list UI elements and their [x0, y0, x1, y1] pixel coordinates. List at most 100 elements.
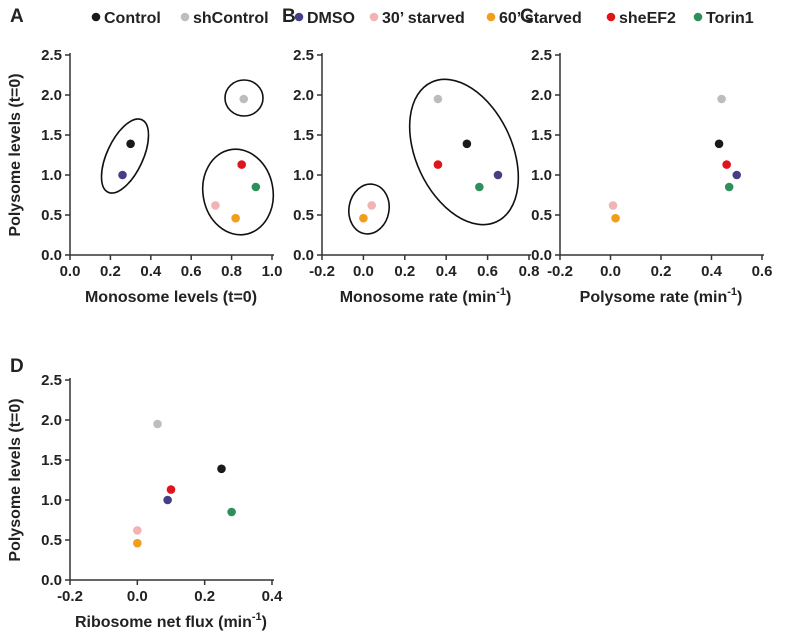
data-point-dmso — [118, 170, 127, 180]
x-tick-label: 0.4 — [140, 263, 162, 280]
x-tick-label: 0.0 — [600, 263, 621, 280]
panel-label: A — [10, 6, 24, 27]
data-point-control — [217, 464, 226, 474]
y-tick-label: 2.0 — [531, 87, 552, 104]
panel-label: D — [10, 356, 24, 377]
y-tick-label: 2.5 — [41, 47, 62, 64]
legend-label: sheEF2 — [619, 10, 676, 27]
x-tick-label: 0.6 — [752, 263, 773, 280]
panel-a: A 0.0 0.5 1.0 1.5 2.0 2.5 0.0 0.2 0.4 0.6 0.8 1.0 Mon… — [7, 6, 282, 306]
x-axis-title: Monosome rate (min-1) — [340, 286, 512, 306]
x-tick-label: 0.6 — [181, 263, 202, 280]
data-point-dmso — [732, 170, 742, 180]
cluster-ellipse — [348, 183, 390, 235]
legend-label: DMSO — [307, 10, 355, 27]
legend-item: 60’ starved — [486, 10, 582, 27]
data-point-shcontrol — [717, 94, 726, 104]
panel-c: C0.00.51.01.52.02.5-0.2 0.0 0.2 0.4 0.6Polys… — [520, 6, 772, 306]
data-point-shcontrol — [153, 419, 162, 429]
data-point-sheef2 — [722, 160, 731, 169]
data-point-sheef2 — [237, 160, 246, 169]
x-tick-label: 0.8 — [221, 263, 242, 280]
panel-b: B0.00.51.01.52.02.5-0.2 0.0 0.2 0.4 0.6 0.8Mo… — [282, 6, 540, 306]
legend-label: 60’ starved — [499, 10, 582, 27]
x-tick-label: 0.8 — [519, 263, 540, 280]
x-axis-title: Polysome rate (min-1) — [580, 286, 743, 306]
x-tick-label: 0.0 — [60, 263, 81, 280]
y-tick-label: 2.5 — [41, 372, 62, 389]
x-tick-label: 0.4 — [701, 263, 723, 280]
x-tick-label: 0.0 — [127, 588, 148, 605]
legend-marker — [180, 12, 190, 22]
x-tick-label: 0.0 — [353, 263, 374, 280]
data-point-60-starved — [133, 538, 142, 548]
data-point-60-starved — [359, 213, 368, 223]
legend-marker — [91, 12, 101, 22]
x-axis-title: Monosome levels (t=0) — [85, 289, 257, 306]
legend-marker — [693, 12, 703, 22]
legend-item: Torin1 — [693, 10, 754, 27]
data-point-60-starved — [231, 213, 240, 223]
x-tick-label: 0.6 — [477, 263, 498, 280]
x-tick-label: 0.2 — [194, 588, 215, 605]
legend-label: shControl — [193, 10, 269, 27]
data-point-60-starved — [611, 213, 620, 223]
data-point-shcontrol — [239, 94, 249, 104]
legend-marker — [294, 12, 304, 22]
x-tick-label: -0.2 — [57, 588, 83, 605]
legend-marker — [606, 12, 616, 22]
data-point-shcontrol — [433, 94, 443, 104]
legend-marker — [369, 12, 379, 22]
y-tick-label: 1.5 — [531, 127, 552, 144]
data-point-30-starved — [133, 526, 142, 535]
y-tick-label: 1.0 — [41, 492, 62, 509]
legend-item: Control — [91, 10, 161, 27]
x-axis-title: Ribosome net flux (min-1) — [75, 611, 267, 631]
data-point-control — [126, 139, 135, 149]
y-tick-label: 1.5 — [293, 127, 314, 144]
legend-item: DMSO — [294, 10, 355, 27]
cluster-ellipse — [224, 79, 264, 117]
x-tick-label: -0.2 — [309, 263, 335, 280]
y-tick-label: 1.0 — [41, 167, 62, 184]
y-tick-label: 2.0 — [293, 87, 314, 104]
legend-item: shControl — [180, 10, 269, 27]
y-tick-label: 0.0 — [41, 572, 62, 589]
y-tick-label: 0.5 — [531, 207, 552, 224]
x-tick-label: 0.4 — [436, 263, 458, 280]
y-tick-label: 0.0 — [293, 247, 314, 264]
y-tick-label: 0.0 — [531, 247, 552, 264]
data-point-torin1 — [475, 182, 484, 192]
data-point-control — [462, 139, 472, 149]
cluster-ellipse — [100, 118, 150, 194]
x-tick-label: 0.2 — [100, 263, 121, 280]
y-tick-label: 0.5 — [41, 532, 62, 549]
data-point-30-starved — [211, 201, 220, 210]
y-tick-label: 2.5 — [531, 47, 552, 64]
x-tick-label: 0.2 — [651, 263, 672, 280]
data-point-30-starved — [608, 201, 618, 210]
x-tick-label: 1.0 — [262, 263, 283, 280]
data-point-30-starved — [367, 201, 376, 210]
y-axis-title: Polysome levels (t=0) — [7, 398, 24, 561]
y-tick-label: 1.0 — [293, 167, 314, 184]
data-point-sheef2 — [166, 485, 176, 494]
legend: Control shControl DMSO 30’ starved 60’ starv… — [91, 10, 754, 27]
panel-label: C — [520, 6, 534, 27]
legend-label: Torin1 — [706, 10, 754, 27]
panel-label: B — [282, 6, 296, 27]
y-tick-label: 0.5 — [41, 207, 62, 224]
legend-item: 30’ starved — [369, 10, 465, 27]
panel-d: D0.00.51.01.52.02.5-0.2 0.0 0.2 0.4Ribosome… — [7, 356, 283, 631]
y-tick-label: 2.5 — [293, 47, 314, 64]
data-point-torin1 — [227, 507, 236, 517]
x-tick-label: 0.2 — [394, 263, 415, 280]
cluster-ellipse — [201, 148, 275, 236]
y-tick-label: 2.0 — [41, 412, 62, 429]
data-point-control — [714, 139, 724, 149]
data-point-torin1 — [724, 182, 734, 192]
legend-item: sheEF2 — [606, 10, 676, 27]
data-point-dmso — [163, 495, 172, 505]
cluster-ellipse — [408, 78, 520, 226]
